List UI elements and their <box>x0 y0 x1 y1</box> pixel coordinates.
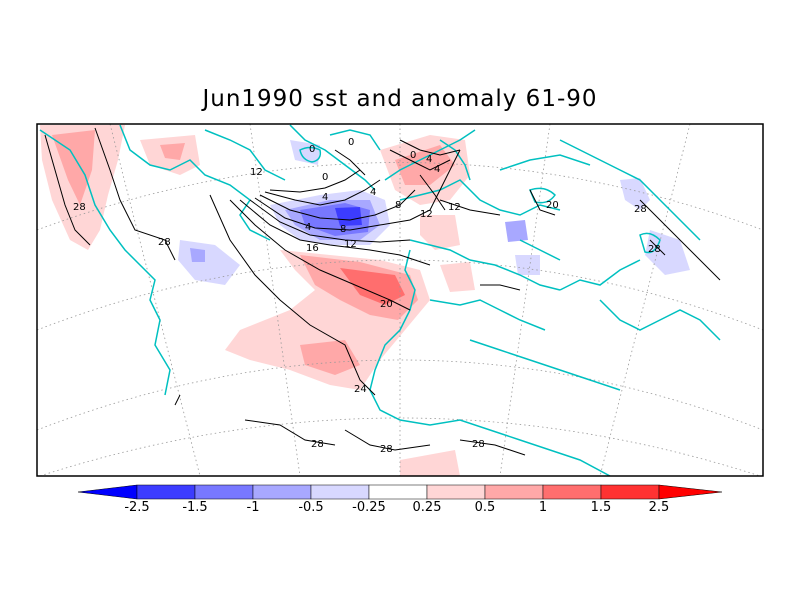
contour-label: 0 <box>410 150 416 161</box>
contour-label: 28 <box>311 439 324 450</box>
colorbar-cell <box>194 484 254 500</box>
colorbar-cell <box>484 484 544 500</box>
colorbar-cell <box>77 484 138 500</box>
anomaly-negative-region <box>515 255 540 275</box>
contour-label: 4 <box>322 192 328 203</box>
contour-label: 4 <box>426 154 432 165</box>
contour-label: 12 <box>420 209 433 220</box>
contour-label: 0 <box>322 172 328 183</box>
colorbar-label: 1.5 <box>590 500 612 515</box>
contour-label: 4 <box>434 164 440 175</box>
anomaly-negative-region <box>645 230 690 275</box>
colorbar-label: 2.5 <box>648 500 670 515</box>
colorbar-cell <box>426 484 486 500</box>
colorbar-label: -1.5 <box>182 500 208 515</box>
anomaly-negative-region <box>505 220 528 242</box>
contour-label: 28 <box>634 204 647 215</box>
anomaly-positive-region <box>52 130 95 205</box>
contour-label: 24 <box>354 384 367 395</box>
map-title: Jun1990 sst and anomaly 61-90 <box>202 86 598 112</box>
colorbar-cell <box>252 484 312 500</box>
colorbar-label: -1 <box>246 500 260 515</box>
contour-label: 28 <box>648 244 661 255</box>
colorbar-cell <box>368 484 428 500</box>
contour-label: 20 <box>546 200 559 211</box>
colorbar-label: -2.5 <box>124 500 150 515</box>
anomaly-positive-region <box>420 215 460 250</box>
contour-label: 28 <box>158 237 171 248</box>
colorbar-cell <box>136 484 196 500</box>
contour-label: 12 <box>448 202 461 213</box>
contour-label: 0 <box>348 137 354 148</box>
anomaly-positive-region <box>400 450 460 476</box>
contour-label: 4 <box>370 187 376 198</box>
colorbar-cell <box>542 484 602 500</box>
colorbar-label: 1 <box>538 500 548 515</box>
contour-label: 4 <box>305 222 311 233</box>
contour-label: 28 <box>380 444 393 455</box>
colorbar-cell <box>310 484 370 500</box>
contour-label: 12 <box>344 239 357 250</box>
anomaly-negative-region <box>290 140 320 165</box>
contour-label: 0 <box>309 144 315 155</box>
map-frame <box>36 123 764 477</box>
anomaly-positive-region <box>160 143 185 160</box>
colorbar-cell <box>600 484 660 500</box>
colorbar-cell <box>658 484 723 500</box>
coastlines <box>39 124 721 476</box>
anomaly-positive-region <box>340 268 405 305</box>
contour-label: 8 <box>340 224 346 235</box>
anomaly-negative-region <box>335 207 362 226</box>
colorbar-label: -0.25 <box>352 500 386 515</box>
anomaly-shading <box>40 125 690 476</box>
contour-label: 16 <box>306 243 319 254</box>
colorbar-label: -0.5 <box>298 500 324 515</box>
contour-label: 28 <box>472 439 485 450</box>
colorbar-label: 0.25 <box>412 500 442 515</box>
colorbar-label: 0.5 <box>474 500 496 515</box>
graticule <box>37 124 763 476</box>
contour-labels: 0 0 0 0 4 4 4 4 4 8 8 12 12 12 12 16 20 … <box>73 137 661 455</box>
anomaly-positive-region <box>300 340 360 375</box>
contour-label: 8 <box>395 200 401 211</box>
contour-label: 12 <box>250 167 263 178</box>
anomaly-negative-region <box>190 248 205 262</box>
contour-label: 20 <box>380 299 393 310</box>
sst-contours <box>44 127 721 456</box>
contour-label: 28 <box>73 202 86 213</box>
anomaly-positive-region <box>440 262 475 292</box>
